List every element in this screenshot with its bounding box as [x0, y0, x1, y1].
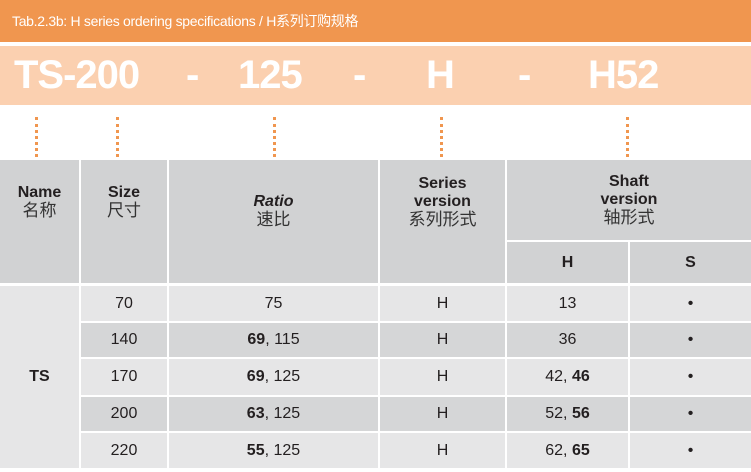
- table-title: Tab.2.3b: H series ordering specificatio…: [0, 0, 751, 42]
- series-value: H: [436, 294, 449, 312]
- header-series-en2: version: [414, 192, 471, 210]
- header-shaft: Shaft version 轴形式: [507, 160, 751, 240]
- cell-ratio: 75: [169, 286, 378, 321]
- series-value: H: [436, 368, 449, 385]
- name-cell: TS: [0, 286, 79, 468]
- size-value: 220: [110, 441, 138, 459]
- cell-size: 140: [81, 323, 167, 357]
- cell-h: 42, 46: [507, 359, 628, 395]
- cell-series: H: [380, 323, 505, 357]
- shaft-h-rest: 42,: [545, 368, 572, 385]
- cell-series: H: [380, 359, 505, 395]
- cell-series: H: [380, 397, 505, 431]
- header-series: Series version 系列形式: [380, 160, 505, 283]
- cell-size: 220: [81, 433, 167, 468]
- cell-ratio: 69, 125: [169, 359, 378, 395]
- header-ratio-en: Ratio: [253, 192, 294, 210]
- header-size-cn: 尺寸: [107, 200, 141, 220]
- cell-size: 170: [81, 359, 167, 395]
- size-value: 170: [110, 368, 138, 385]
- dotted-connector: [626, 117, 629, 157]
- dotted-connector: [35, 117, 38, 157]
- dotted-connector: [116, 117, 119, 157]
- header-series-cn: 系列形式: [408, 209, 477, 229]
- ratio-rest: , 115: [265, 331, 300, 348]
- s-value: •: [687, 441, 694, 459]
- ratio-bold: 69: [246, 368, 265, 385]
- size-value: 140: [110, 331, 138, 348]
- cell-h: 62, 65: [507, 433, 628, 468]
- cell-series: H: [380, 433, 505, 468]
- cell-series: H: [380, 286, 505, 321]
- series-value: H: [436, 331, 449, 348]
- ratio-bold: 55: [246, 441, 265, 459]
- ratio-rest: , 125: [264, 368, 301, 385]
- cell-ratio: 55, 125: [169, 433, 378, 468]
- cell-s: •: [630, 323, 751, 357]
- header-shaft-s: S: [630, 242, 751, 283]
- header-series-en1: Series: [418, 174, 467, 192]
- cell-s: •: [630, 397, 751, 431]
- shaft-h-bold: 56: [571, 405, 590, 422]
- ratio-bold: 69: [247, 331, 266, 348]
- size-value: 70: [115, 294, 133, 312]
- header-shaft-s-label: S: [685, 253, 696, 271]
- ordering-code-band: [0, 46, 751, 105]
- series-value: H: [436, 441, 449, 459]
- ratio-rest: , 125: [264, 441, 301, 459]
- code-separator: -: [353, 53, 366, 97]
- header-ratio: Ratio 速比: [169, 160, 378, 283]
- name-value: TS: [29, 368, 50, 385]
- ratio-rest: 75: [264, 294, 283, 312]
- cell-size: 70: [81, 286, 167, 321]
- shaft-h-rest: 62,: [545, 441, 572, 459]
- code-shaft: H52: [588, 53, 659, 97]
- dotted-connector: [440, 117, 443, 157]
- code-name-size: TS-200: [14, 53, 140, 97]
- shaft-h-bold: 65: [571, 441, 590, 459]
- cell-size: 200: [81, 397, 167, 431]
- shaft-h-rest: 13: [558, 294, 577, 312]
- s-value: •: [687, 368, 694, 385]
- code-separator: -: [186, 53, 199, 97]
- s-value: •: [687, 294, 694, 312]
- header-size: Size 尺寸: [81, 160, 167, 283]
- code-ratio: 125: [238, 53, 303, 97]
- ratio-bold: 63: [246, 405, 265, 422]
- header-shaft-h: H: [507, 242, 628, 283]
- header-shaft-en1: Shaft: [609, 173, 649, 190]
- code-separator: -: [518, 53, 531, 97]
- header-name-en: Name: [17, 183, 62, 201]
- header-name: Name 名称: [0, 160, 79, 283]
- series-value: H: [436, 405, 449, 422]
- cell-h: 13: [507, 286, 628, 321]
- header-name-cn: 名称: [22, 200, 57, 220]
- dotted-connector: [273, 117, 276, 157]
- cell-s: •: [630, 359, 751, 395]
- ratio-rest: , 125: [264, 405, 301, 422]
- s-value: •: [687, 405, 694, 422]
- s-value: •: [687, 331, 694, 348]
- header-ratio-cn: 速比: [256, 209, 291, 229]
- shaft-h-bold: 46: [571, 368, 590, 385]
- cell-h: 52, 56: [507, 397, 628, 431]
- header-shaft-en2: version: [600, 191, 658, 208]
- cell-ratio: 63, 125: [169, 397, 378, 431]
- header-size-en: Size: [107, 183, 140, 201]
- code-series: H: [426, 53, 455, 97]
- cell-s: •: [630, 286, 751, 321]
- header-shaft-h-label: H: [561, 253, 574, 271]
- cell-ratio: 69, 115: [169, 323, 378, 357]
- cell-s: •: [630, 433, 751, 468]
- size-value: 200: [110, 405, 138, 422]
- cell-h: 36: [507, 323, 628, 357]
- shaft-h-rest: 52,: [545, 405, 572, 422]
- header-shaft-cn: 轴形式: [603, 208, 655, 227]
- shaft-h-rest: 36: [558, 331, 577, 348]
